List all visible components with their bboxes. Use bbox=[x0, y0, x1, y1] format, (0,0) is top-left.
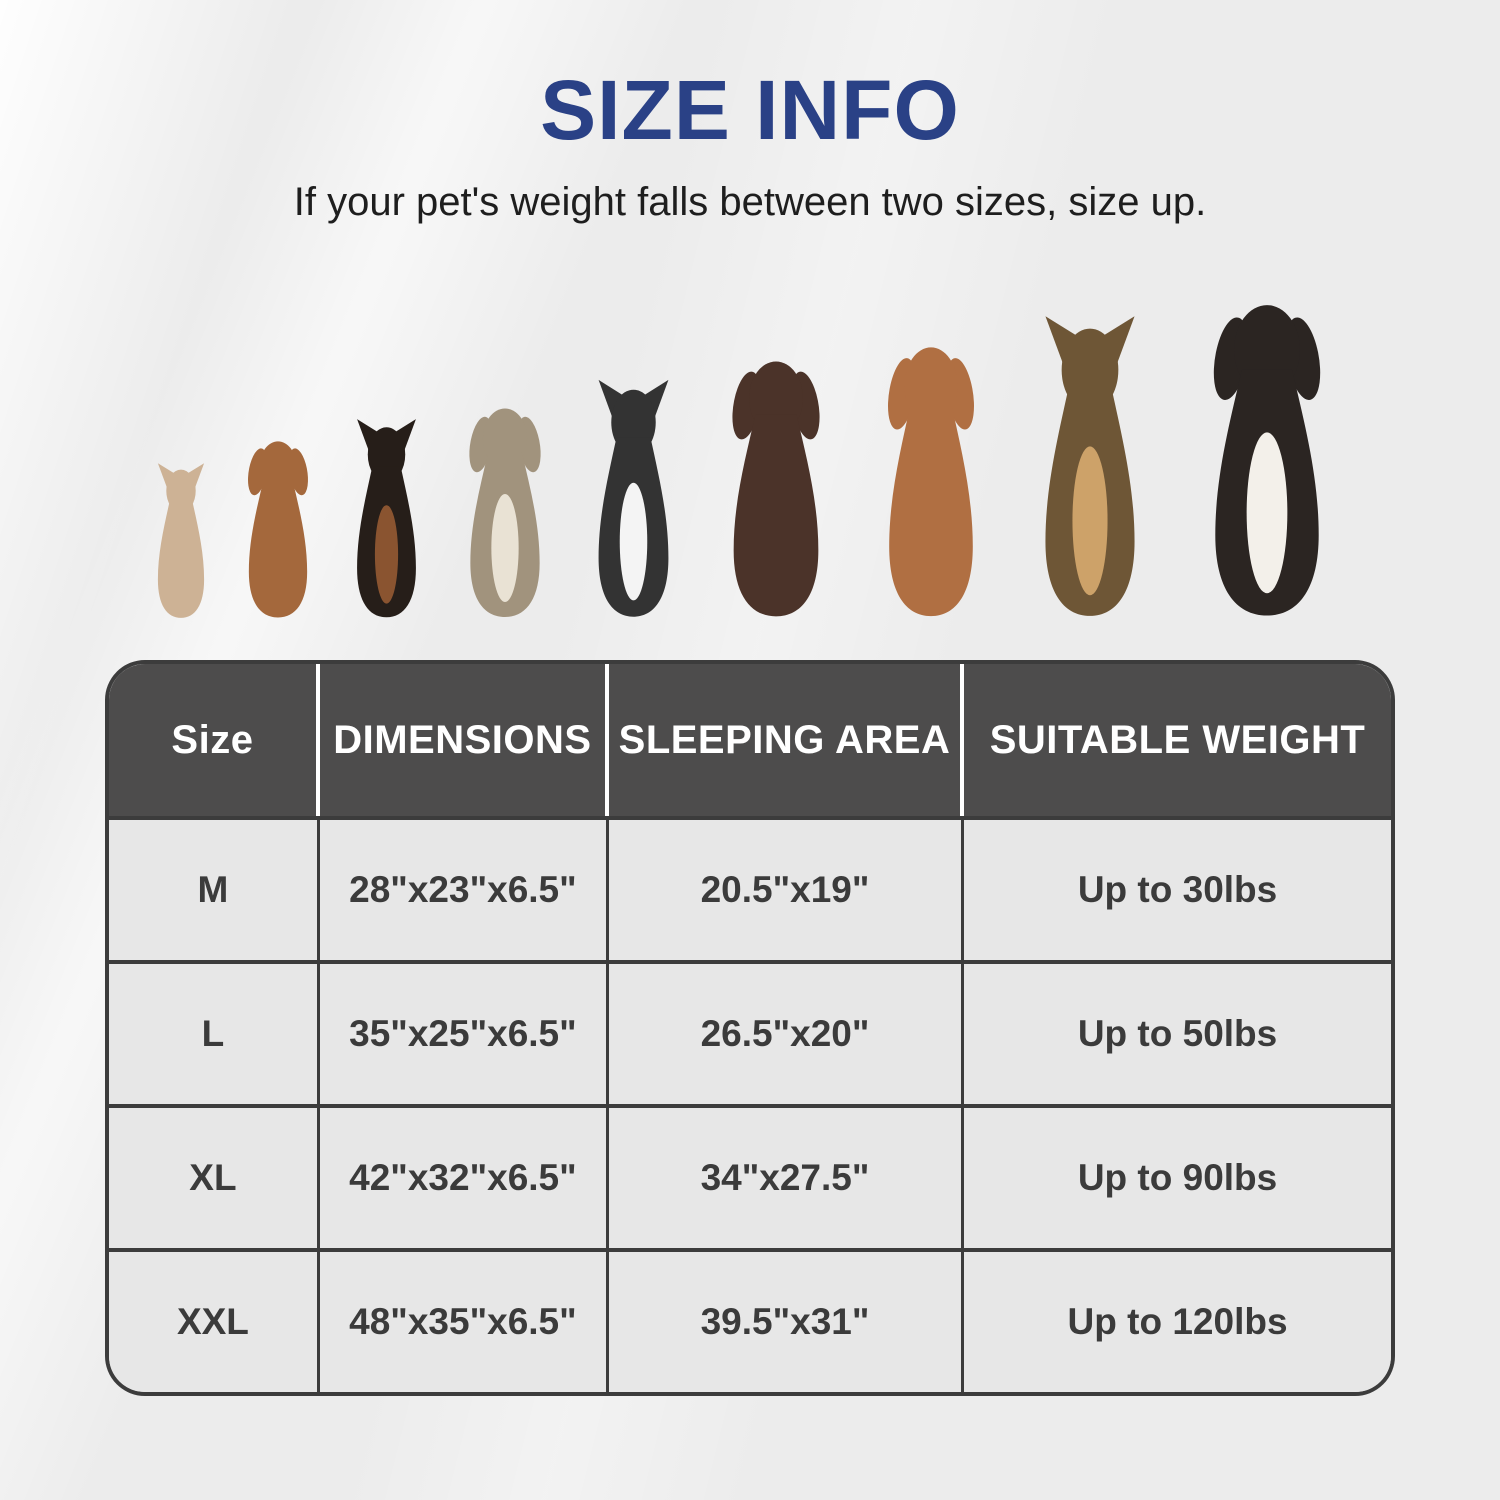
cell-xxl-suitable-weight: Up to 120lbs bbox=[964, 1248, 1391, 1392]
col-header-size: Size bbox=[109, 664, 320, 816]
col-header-dimensions: DIMENSIONS bbox=[319, 664, 609, 816]
cell-l-dimensions: 35"x25"x6.5" bbox=[319, 960, 609, 1104]
cell-xl-size: XL bbox=[109, 1104, 320, 1248]
cell-l-size: L bbox=[109, 960, 320, 1104]
size-table: Size DIMENSIONS SLEEPING AREA SUITABLE W… bbox=[105, 660, 1395, 1396]
dog-border-collie bbox=[598, 379, 669, 617]
cell-xl-suitable-weight: Up to 90lbs bbox=[964, 1104, 1391, 1248]
dog-miniature-pinscher bbox=[357, 419, 416, 618]
cell-xxl-sleeping-area: 39.5"x31" bbox=[608, 1248, 965, 1392]
cell-m-size: M bbox=[109, 816, 320, 960]
cell-m-sleeping-area: 20.5"x19" bbox=[608, 816, 965, 960]
dog-vizsla bbox=[888, 347, 974, 617]
page-title: SIZE INFO bbox=[540, 63, 960, 157]
cell-l-sleeping-area: 26.5"x20" bbox=[608, 960, 965, 1104]
dog-bulldog bbox=[469, 408, 541, 617]
cell-l-suitable-weight: Up to 50lbs bbox=[964, 960, 1391, 1104]
dog-french-bulldog bbox=[157, 463, 205, 618]
cell-xxl-size: XXL bbox=[109, 1248, 320, 1392]
cell-m-suitable-weight: Up to 30lbs bbox=[964, 816, 1391, 960]
dog-bernese-mountain-dog bbox=[1213, 305, 1321, 616]
page-subtitle: If your pet's weight falls between two s… bbox=[293, 180, 1207, 224]
dog-chocolate-labrador bbox=[732, 361, 820, 617]
cell-xl-dimensions: 42"x32"x6.5" bbox=[319, 1104, 609, 1248]
dog-cavalier-king-charles-spaniel bbox=[248, 441, 308, 618]
cell-xxl-dimensions: 48"x35"x6.5" bbox=[319, 1248, 609, 1392]
col-header-suitable-weight: SUITABLE WEIGHT bbox=[964, 664, 1391, 816]
cell-m-dimensions: 28"x23"x6.5" bbox=[319, 816, 609, 960]
cell-xl-sleeping-area: 34"x27.5" bbox=[608, 1104, 965, 1248]
dogs-row bbox=[0, 282, 1500, 620]
col-header-sleeping-area: SLEEPING AREA bbox=[608, 664, 965, 816]
dog-german-shepherd bbox=[1045, 316, 1135, 616]
